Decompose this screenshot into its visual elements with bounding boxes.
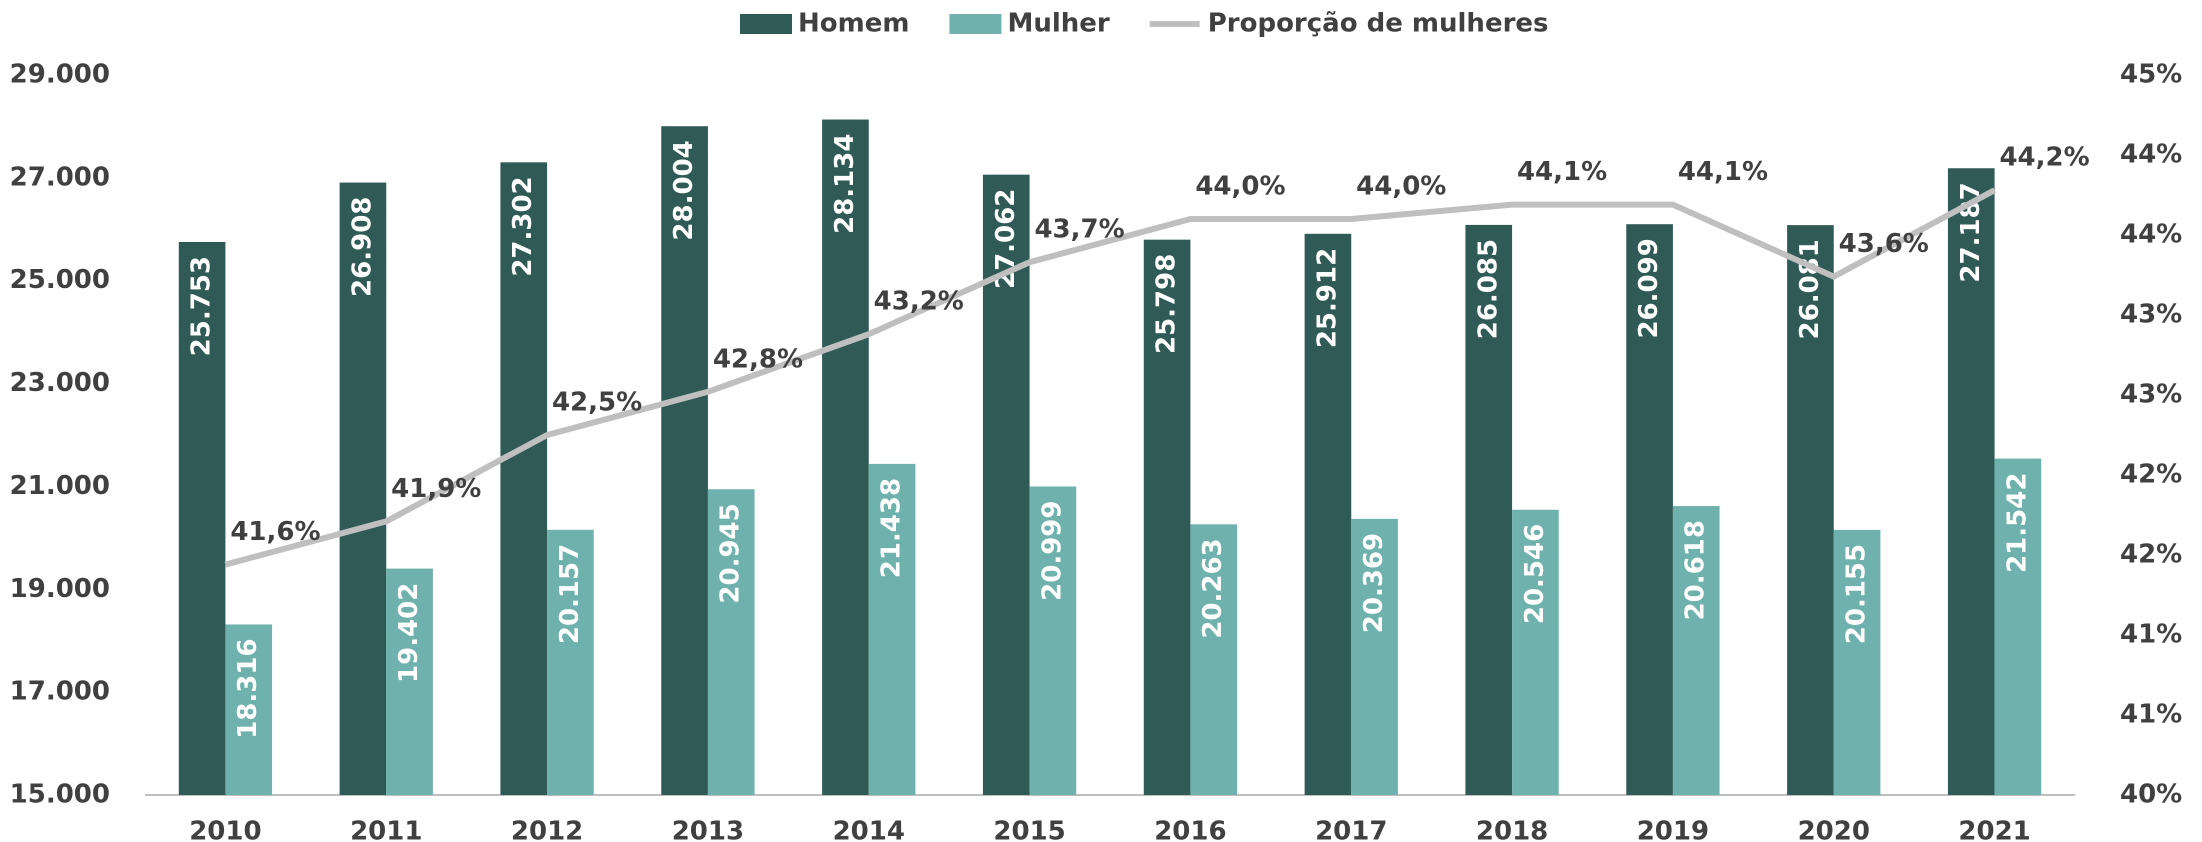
legend-swatch xyxy=(740,14,792,34)
x-tick-label: 2015 xyxy=(993,817,1065,842)
bar-value-label: 28.004 xyxy=(669,140,699,240)
bar xyxy=(1833,529,1881,795)
x-tick-label: 2010 xyxy=(189,817,261,842)
bar-value-label: 19.402 xyxy=(394,583,424,683)
bar xyxy=(1029,486,1077,795)
bar xyxy=(1304,233,1352,796)
y-tick-label: 21.000 xyxy=(10,471,110,501)
bar xyxy=(1512,509,1559,795)
y2-tick-label: 41% xyxy=(2120,699,2182,729)
bar xyxy=(1351,518,1398,795)
x-tick-label: 2018 xyxy=(1476,817,1548,842)
y2-tick-label: 44% xyxy=(2120,219,2182,249)
bar xyxy=(1787,225,1834,795)
bar xyxy=(1672,506,1720,795)
x-tick-label: 2014 xyxy=(833,817,905,842)
line-value-label: 43,6% xyxy=(1839,229,1929,259)
bar-value-label: 20.999 xyxy=(1037,500,1067,600)
bar-value-label: 20.155 xyxy=(1842,544,1872,644)
y2-tick-label: 41% xyxy=(2120,620,2182,650)
x-tick-label: 2012 xyxy=(511,817,583,842)
bar-value-label: 18.316 xyxy=(233,638,263,738)
line-value-label: 44,2% xyxy=(1999,143,2089,173)
line-value-label: 41,6% xyxy=(230,517,320,547)
line-value-label: 42,8% xyxy=(713,344,803,374)
y-tick-label: 29.000 xyxy=(10,60,110,90)
bar xyxy=(822,119,869,796)
y-tick-label: 19.000 xyxy=(10,574,110,604)
bar-value-label: 25.912 xyxy=(1312,248,1342,348)
legend-label: Homem xyxy=(798,9,909,39)
bar-value-label: 25.753 xyxy=(187,256,217,356)
x-tick-label: 2020 xyxy=(1798,817,1870,842)
bar xyxy=(1465,224,1513,795)
line-value-label: 41,9% xyxy=(391,474,481,504)
x-tick-label: 2017 xyxy=(1315,817,1387,842)
bar-value-label: 27.302 xyxy=(508,176,538,276)
line-value-label: 43,2% xyxy=(874,287,964,317)
x-tick-label: 2016 xyxy=(1154,817,1226,842)
bar-value-label: 26.081 xyxy=(1795,239,1825,339)
x-tick-label: 2021 xyxy=(1958,817,2030,842)
bar-value-label: 26.099 xyxy=(1634,238,1664,338)
line-value-label: 44,1% xyxy=(1517,157,1607,187)
bar-value-label: 20.546 xyxy=(1520,524,1550,624)
x-tick-label: 2011 xyxy=(350,817,422,842)
bar-value-label: 21.438 xyxy=(877,478,907,578)
line-value-label: 44,0% xyxy=(1356,172,1446,202)
line-value-label: 44,0% xyxy=(1195,172,1285,202)
bar-value-label: 21.542 xyxy=(2002,473,2032,573)
y2-tick-label: 42% xyxy=(2120,539,2182,569)
x-tick-label: 2019 xyxy=(1637,817,1709,842)
bar xyxy=(1947,168,1995,796)
bar-value-label: 26.085 xyxy=(1473,239,1503,339)
line-value-label: 44,1% xyxy=(1678,157,1768,187)
bar-value-label: 20.945 xyxy=(716,503,746,603)
bar xyxy=(1626,224,1673,796)
y-tick-label: 15.000 xyxy=(10,780,110,810)
bar-value-label: 20.263 xyxy=(1198,538,1228,638)
bar xyxy=(386,568,433,795)
y2-tick-label: 43% xyxy=(2120,379,2182,409)
y2-tick-label: 44% xyxy=(2120,140,2182,170)
bar xyxy=(1143,239,1191,795)
legend-swatch xyxy=(949,14,1002,34)
bar xyxy=(339,182,387,796)
y2-tick-label: 42% xyxy=(2120,460,2182,490)
y2-tick-label: 40% xyxy=(2120,780,2182,810)
bar xyxy=(547,529,594,795)
line-value-label: 43,7% xyxy=(1034,215,1124,245)
legend-label: Proporção de mulheres xyxy=(1208,9,1549,39)
bar-value-label: 28.134 xyxy=(830,134,860,234)
bar-value-label: 25.798 xyxy=(1152,254,1182,354)
y-tick-label: 17.000 xyxy=(10,677,110,707)
legend-label: Mulher xyxy=(1007,9,1109,39)
bar-value-label: 20.369 xyxy=(1359,533,1389,633)
bar xyxy=(868,463,916,795)
y2-tick-label: 43% xyxy=(2120,300,2182,330)
y2-tick-label: 45% xyxy=(2120,60,2182,90)
y-tick-label: 23.000 xyxy=(10,368,110,398)
y-tick-label: 25.000 xyxy=(10,265,110,295)
bar xyxy=(1190,524,1238,795)
line-series xyxy=(224,187,1997,568)
bar xyxy=(707,489,755,795)
bar xyxy=(500,162,548,796)
bar xyxy=(178,241,226,795)
bar xyxy=(225,624,273,795)
bar xyxy=(661,126,708,796)
bar xyxy=(1994,458,2042,795)
bar-value-label: 26.908 xyxy=(347,197,377,297)
bar-value-label: 20.618 xyxy=(1681,520,1711,620)
y-tick-label: 27.000 xyxy=(10,162,110,192)
bar-value-label: 20.157 xyxy=(555,544,585,644)
x-tick-label: 2013 xyxy=(672,817,744,842)
line-value-label: 42,5% xyxy=(552,388,642,418)
